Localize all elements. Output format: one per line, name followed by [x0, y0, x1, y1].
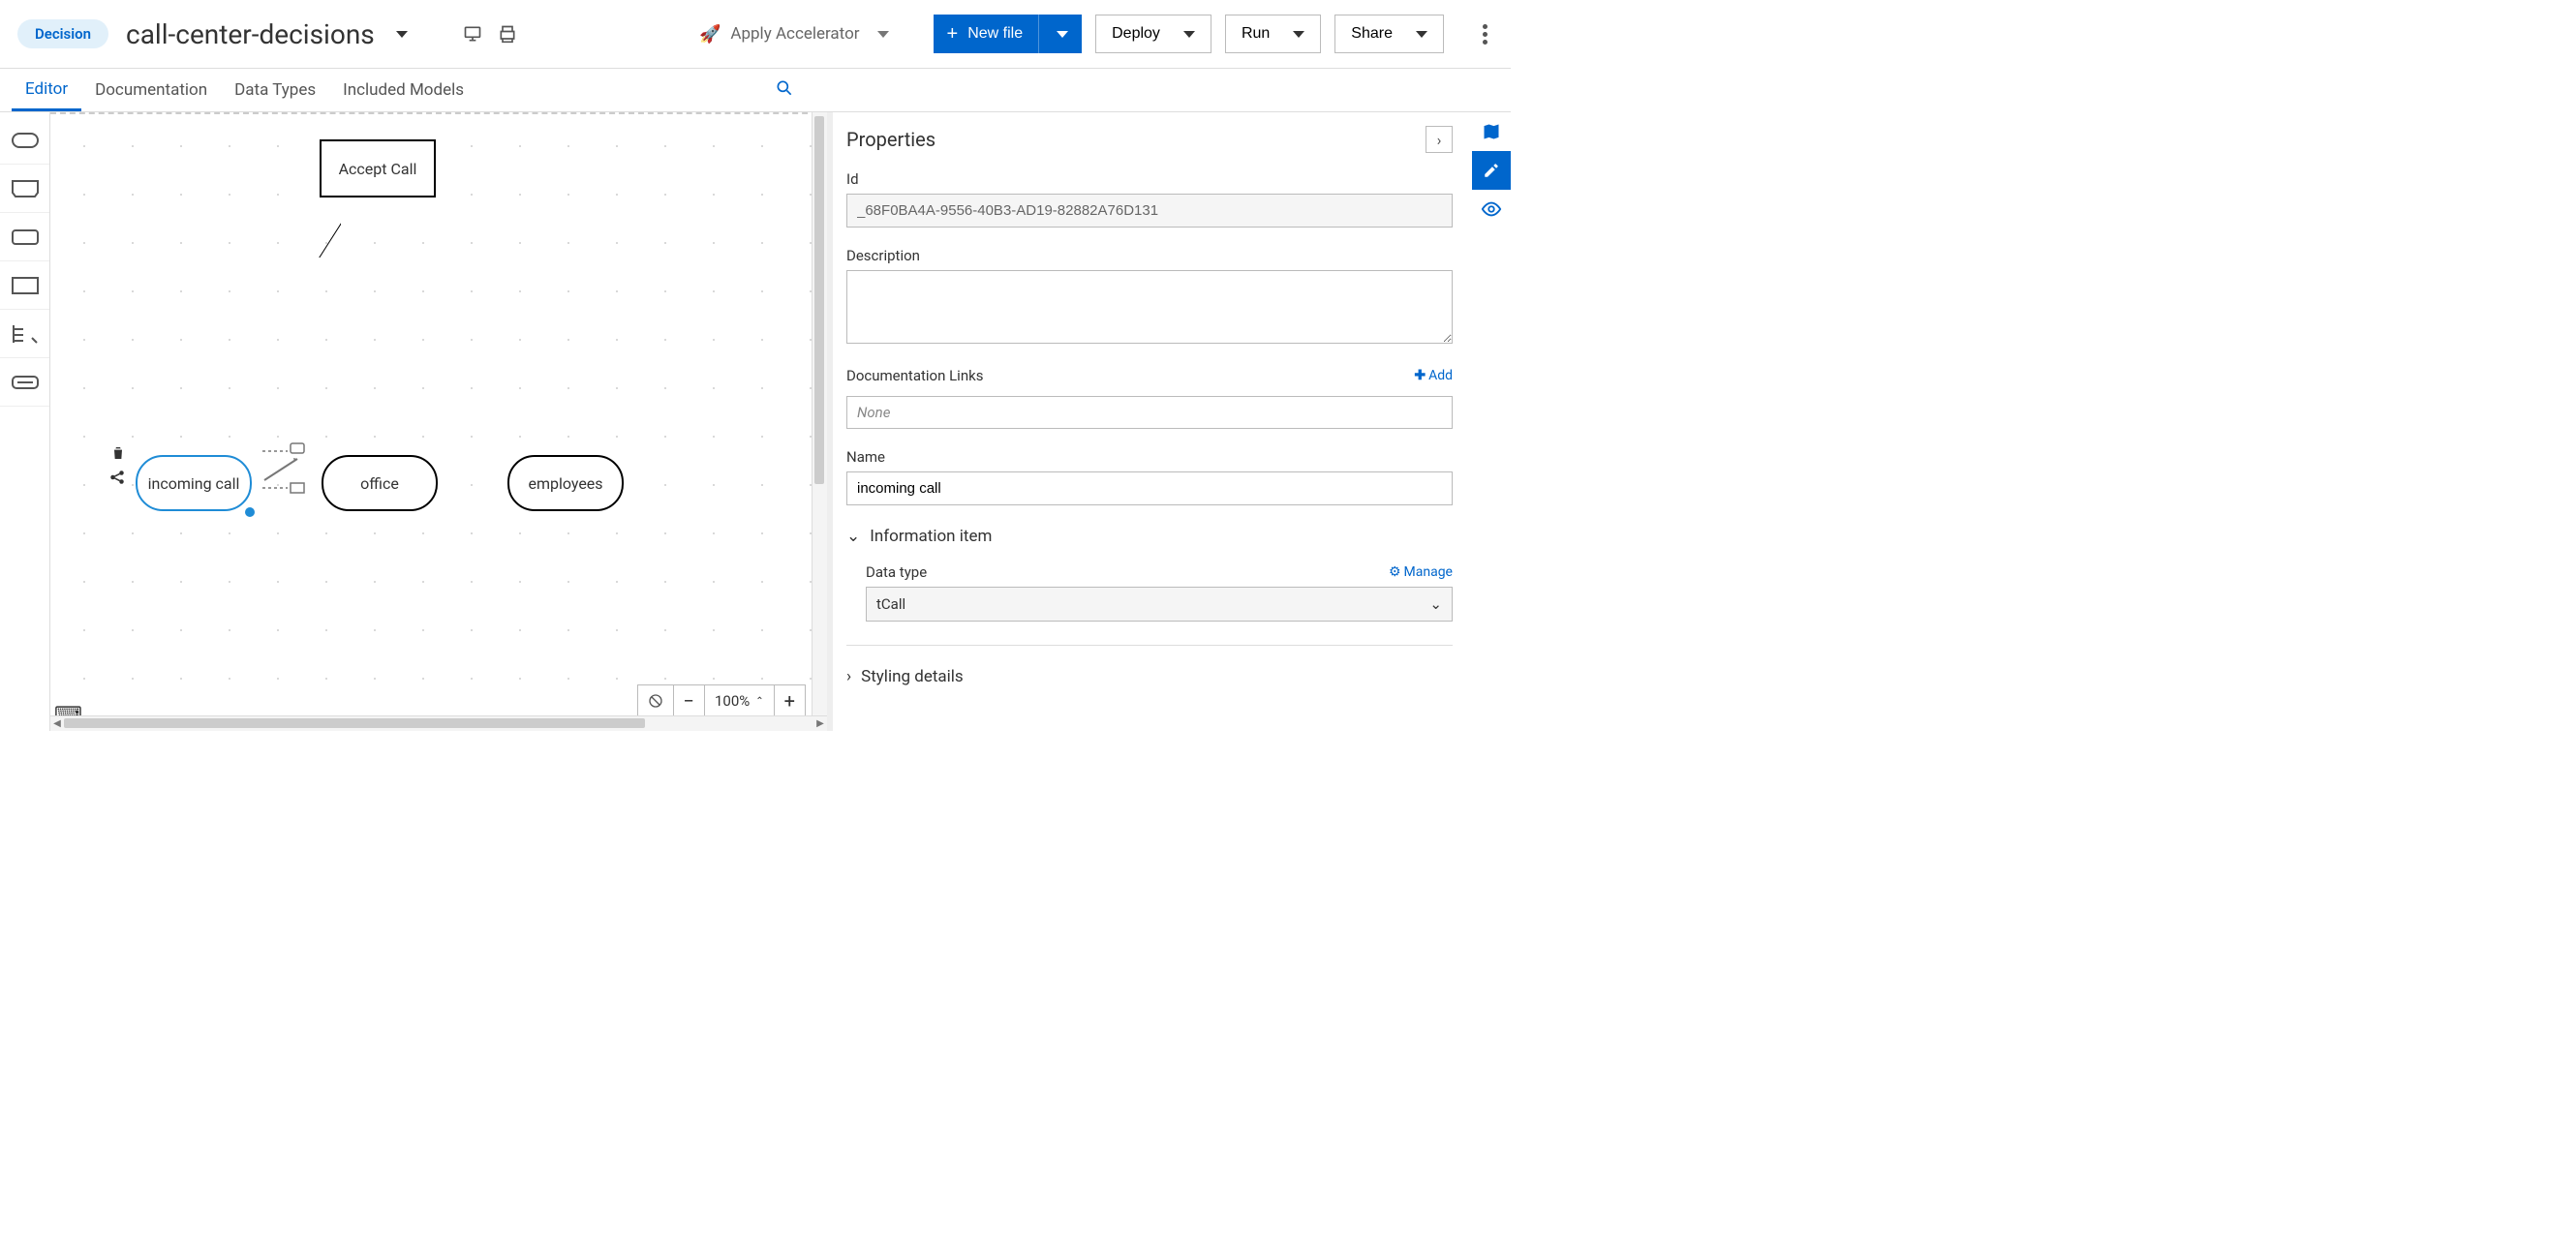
- print-icon[interactable]: [497, 23, 518, 45]
- plus-icon: +: [947, 23, 959, 46]
- palette-pill-shape[interactable]: [0, 116, 49, 165]
- top-toolbar: Decision call-center-decisions 🚀 Apply A…: [0, 0, 1511, 68]
- properties-title: Properties: [846, 128, 935, 151]
- id-label: Id: [846, 170, 1453, 188]
- node-connectors-hint[interactable]: [259, 441, 307, 500]
- chevron-down-icon: [1183, 31, 1195, 38]
- canvas-area[interactable]: Accept Call incoming call: [50, 112, 827, 731]
- search-icon[interactable]: [775, 78, 794, 102]
- new-file-label: New file: [967, 25, 1023, 43]
- data-type-value: tCall: [876, 595, 905, 613]
- map-view-icon[interactable]: [1472, 112, 1511, 151]
- chevron-right-icon: ›: [846, 667, 851, 686]
- share-button[interactable]: Share: [1334, 15, 1444, 53]
- zoom-level-label: 100%: [715, 692, 750, 710]
- diagram-canvas[interactable]: Accept Call incoming call: [50, 112, 827, 731]
- node-delete-icon[interactable]: [110, 445, 126, 465]
- plus-circle-icon: ✚: [1414, 368, 1426, 383]
- gear-icon: ⚙: [1389, 564, 1401, 580]
- node-office[interactable]: office: [322, 455, 438, 511]
- zoom-toolbar: − 100% ⌃ +: [637, 684, 806, 717]
- apply-accelerator-dropdown[interactable]: 🚀 Apply Accelerator: [699, 24, 889, 45]
- chevron-up-icon: ⌃: [755, 696, 763, 707]
- deploy-label: Deploy: [1112, 25, 1160, 43]
- node-label: employees: [528, 474, 602, 493]
- chevron-down-icon: ⌄: [846, 527, 860, 546]
- doc-links-empty: None: [846, 396, 1453, 429]
- node-employees[interactable]: employees: [507, 455, 624, 511]
- run-label: Run: [1242, 25, 1270, 43]
- manage-data-types-button[interactable]: ⚙ Manage: [1389, 564, 1453, 580]
- horizontal-scrollbar[interactable]: ◀ ▶: [50, 715, 827, 731]
- node-label: incoming call: [148, 474, 240, 493]
- properties-panel: Properties › Id Description Documentatio…: [833, 112, 1472, 731]
- information-item-title: Information item: [870, 527, 992, 546]
- node-label: Accept Call: [339, 160, 417, 178]
- name-field[interactable]: [846, 471, 1453, 505]
- manage-label: Manage: [1404, 564, 1453, 580]
- chevron-down-icon: [1293, 31, 1304, 38]
- tab-bar: Editor Documentation Data Types Included…: [0, 68, 1511, 112]
- tab-data-types[interactable]: Data Types: [221, 69, 329, 111]
- palette-rect-shape[interactable]: [0, 261, 49, 310]
- node-incoming-call[interactable]: incoming call: [136, 455, 252, 511]
- shapes-palette: [0, 112, 50, 731]
- palette-list-shape[interactable]: [0, 310, 49, 358]
- tab-editor[interactable]: Editor: [12, 69, 81, 111]
- new-file-button[interactable]: + New file: [934, 15, 1083, 53]
- project-title: call-center-decisions: [126, 18, 375, 50]
- data-type-select[interactable]: tCall ⌄: [866, 587, 1453, 622]
- name-label: Name: [846, 448, 1453, 466]
- kebab-menu-icon[interactable]: [1477, 18, 1493, 50]
- description-label: Description: [846, 247, 1453, 264]
- tab-documentation[interactable]: Documentation: [81, 69, 221, 111]
- node-share-icon[interactable]: [108, 469, 126, 490]
- tab-included-models[interactable]: Included Models: [329, 69, 477, 111]
- node-label: office: [360, 474, 399, 493]
- scrollbar-thumb[interactable]: [814, 116, 824, 484]
- file-type-badge: Decision: [17, 19, 108, 48]
- doc-links-label: Documentation Links: [846, 367, 983, 384]
- add-doc-link-button[interactable]: ✚ Add: [1414, 368, 1453, 383]
- palette-text-shape[interactable]: [0, 358, 49, 407]
- zoom-out-button[interactable]: −: [674, 685, 705, 716]
- scrollbar-thumb[interactable]: [64, 718, 645, 728]
- chevron-down-icon: [877, 31, 889, 38]
- node-accept-call[interactable]: Accept Call: [320, 139, 436, 197]
- zoom-in-button[interactable]: +: [775, 685, 805, 716]
- collapse-panel-button[interactable]: ›: [1426, 126, 1453, 153]
- zoom-reset-button[interactable]: [638, 685, 674, 716]
- edges-layer: [50, 112, 341, 258]
- edit-properties-icon[interactable]: [1472, 151, 1511, 190]
- run-button[interactable]: Run: [1225, 15, 1321, 53]
- edge-incoming-to-accept[interactable]: [194, 199, 341, 258]
- desktop-icon[interactable]: [462, 23, 483, 45]
- data-type-label: Data type: [866, 563, 927, 581]
- rocket-icon: 🚀: [699, 24, 721, 45]
- selection-handle[interactable]: [245, 507, 255, 517]
- information-item-section-toggle[interactable]: ⌄ Information item: [846, 527, 1453, 546]
- description-field[interactable]: [846, 270, 1453, 344]
- project-dropdown-icon[interactable]: [396, 31, 408, 38]
- right-rail: [1472, 112, 1511, 731]
- add-label: Add: [1428, 368, 1453, 383]
- information-item-body: Data type ⚙ Manage tCall ⌄: [846, 558, 1453, 622]
- scroll-right-icon[interactable]: ▶: [813, 716, 827, 731]
- id-field: [846, 194, 1453, 228]
- share-label: Share: [1351, 25, 1393, 43]
- chevron-down-icon: ⌄: [1429, 595, 1442, 613]
- zoom-level-dropdown[interactable]: 100% ⌃: [705, 685, 775, 716]
- preview-icon[interactable]: [1472, 190, 1511, 228]
- chevron-down-icon: [1416, 31, 1427, 38]
- chevron-down-icon[interactable]: [1057, 31, 1068, 38]
- palette-banner-shape[interactable]: [0, 165, 49, 213]
- styling-details-title: Styling details: [861, 667, 964, 686]
- palette-rounded-rect-shape[interactable]: [0, 213, 49, 261]
- styling-details-section-toggle[interactable]: › Styling details: [846, 667, 1453, 686]
- apply-accelerator-label: Apply Accelerator: [730, 24, 859, 44]
- scroll-left-icon[interactable]: ◀: [50, 716, 64, 731]
- deploy-button[interactable]: Deploy: [1095, 15, 1211, 53]
- main-split: Accept Call incoming call: [0, 112, 1511, 731]
- vertical-scrollbar[interactable]: [812, 112, 827, 715]
